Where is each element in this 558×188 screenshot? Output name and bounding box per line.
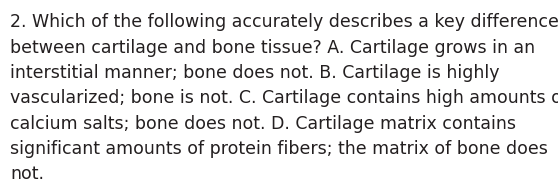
Text: significant amounts of protein fibers; the matrix of bone does: significant amounts of protein fibers; t…	[10, 140, 548, 158]
Text: vascularized; bone is not. C. Cartilage contains high amounts of: vascularized; bone is not. C. Cartilage …	[10, 89, 558, 107]
Text: not.: not.	[10, 165, 44, 183]
Text: interstitial manner; bone does not. B. Cartilage is highly: interstitial manner; bone does not. B. C…	[10, 64, 499, 82]
Text: calcium salts; bone does not. D. Cartilage matrix contains: calcium salts; bone does not. D. Cartila…	[10, 115, 516, 133]
Text: 2. Which of the following accurately describes a key difference: 2. Which of the following accurately des…	[10, 13, 558, 31]
Text: between cartilage and bone tissue? A. Cartilage grows in an: between cartilage and bone tissue? A. Ca…	[10, 39, 535, 57]
